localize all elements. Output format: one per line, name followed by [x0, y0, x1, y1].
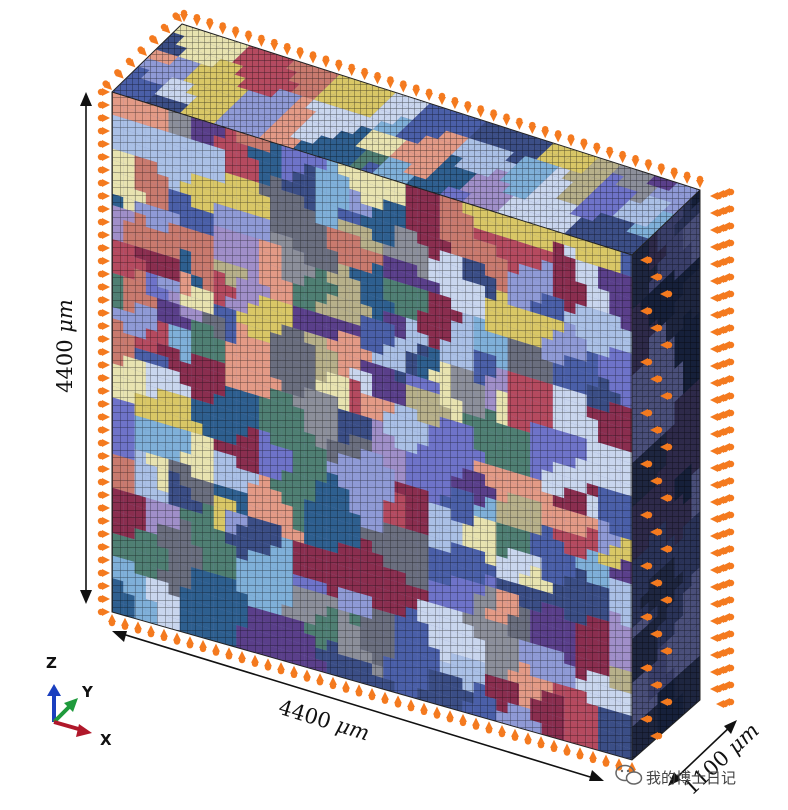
front-face	[112, 92, 632, 760]
boundary-condition-markers	[97, 9, 735, 775]
top-face	[112, 24, 700, 255]
height-dimension: 4400 μm	[53, 92, 92, 604]
depth-dimension-arrow	[671, 723, 734, 783]
z-axis-label: Z	[46, 654, 57, 672]
y-axis-label: Y	[81, 683, 94, 701]
y-axis-arrow	[52, 704, 72, 724]
coordinate-triad: Z Y X	[46, 654, 112, 749]
height-dimension-label: 4400 μm	[53, 299, 77, 393]
wechat-icon	[615, 764, 643, 785]
depth-dimension: 1100 μm	[668, 718, 764, 800]
watermark-text: 我的博士日记	[646, 769, 736, 787]
width-dimension-arrow	[115, 631, 601, 781]
width-dimension-label: 4400 μm	[276, 695, 373, 745]
watermark: 我的博士日记	[615, 764, 736, 787]
side-face	[632, 190, 700, 760]
depth-dimension-label: 1100 μm	[679, 718, 764, 799]
x-axis-arrow	[53, 720, 83, 732]
block-outline	[111, 23, 701, 761]
x-axis-label: X	[100, 731, 112, 749]
